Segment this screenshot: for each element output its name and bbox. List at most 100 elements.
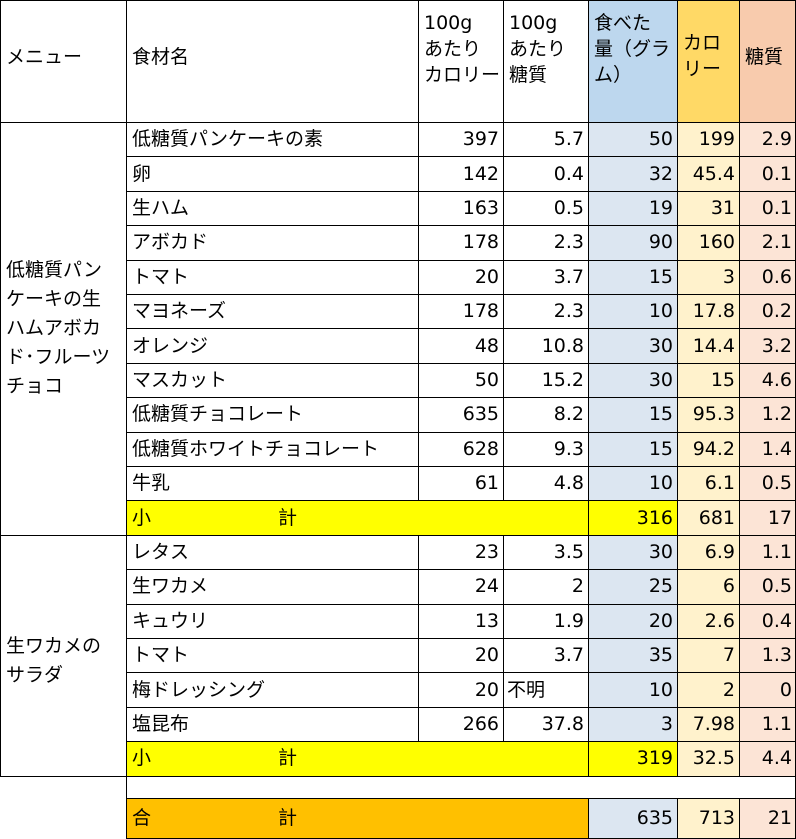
ingredient-name: アボカド (132, 231, 209, 254)
carb-per-100g: 9.3 (553, 437, 584, 460)
ingredient-name: 生ハム (132, 197, 190, 219)
grid-line (739, 535, 740, 777)
grid-line (126, 225, 796, 226)
ingredient-name: 低糖質ホワイトチョコレート (132, 437, 380, 460)
grid-line (126, 191, 796, 192)
subtotal-calorie-bg (677, 500, 739, 535)
ingredient-name: マスカット (132, 369, 228, 391)
cal-per-100g: 24 (474, 575, 499, 598)
ingredient-name: 塩昆布 (132, 713, 190, 735)
cal-per-100g: 20 (474, 644, 499, 667)
carb-value: 0.1 (761, 162, 792, 185)
grid-line (677, 535, 678, 777)
ingredient-name: 生ワカメ (132, 575, 209, 598)
subtotal-amount: 319 (636, 747, 673, 770)
amount-grams: 15 (648, 403, 673, 426)
calorie-value: 14.4 (692, 334, 735, 357)
carb-value: 0.1 (761, 197, 792, 219)
cal-per-100g: 50 (474, 369, 499, 391)
carb-per-100g: 3.7 (553, 644, 584, 667)
amount-grams: 3 (660, 713, 673, 735)
amount-grams: 25 (648, 575, 673, 598)
grid-line (739, 798, 740, 839)
ingredient-name: マヨネーズ (132, 300, 227, 323)
ingredient-name: 梅ドレッシング (132, 678, 266, 701)
grid-line (0, 776, 796, 777)
cal-per-100g: 266 (462, 713, 499, 735)
grid-line (126, 672, 796, 673)
carb-header-bg (739, 0, 796, 122)
grid-line (126, 798, 796, 799)
cal-per-100g: 142 (462, 162, 499, 185)
carb-per-100g: 2 (571, 575, 584, 598)
amount-grams: 30 (648, 369, 673, 391)
grid-line (739, 0, 740, 123)
grid-line (677, 122, 678, 536)
carb-per-100g: 37.8 (541, 713, 584, 735)
amount-grams: 30 (648, 541, 673, 563)
amount-grams: 10 (648, 678, 673, 701)
carb-value: 4.6 (761, 369, 792, 391)
cal-per-100g: 178 (462, 300, 499, 323)
carb-value: 0.5 (761, 472, 792, 495)
carb-value: 2.1 (761, 231, 792, 254)
calorie-value: 94.2 (692, 437, 735, 460)
header-amount: 食べた 量（グラ ム） (594, 12, 671, 86)
calorie-value: 6.1 (704, 472, 735, 495)
grid-line (126, 432, 796, 433)
grid-line (588, 0, 589, 123)
calorie-value: 15 (710, 369, 735, 391)
total-calorie: 713 (698, 806, 735, 829)
grid-line (588, 122, 589, 501)
amount-col-bg (588, 122, 677, 501)
grid-line (126, 466, 796, 467)
subtotal-calorie-bg (677, 741, 739, 776)
grid-line (126, 741, 796, 742)
calorie-value: 160 (698, 231, 735, 254)
grid-line (126, 604, 796, 605)
grid-line (126, 500, 796, 501)
grid-line (0, 0, 796, 1)
ingredient-name: 卵 (132, 162, 152, 185)
subtotal-carb: 17 (767, 506, 792, 529)
carb-per-100g: 2.3 (553, 300, 584, 323)
cal-per-100g: 397 (462, 128, 499, 151)
ingredient-name: キュウリ (132, 609, 209, 632)
calorie-value: 7 (722, 644, 735, 667)
carb-value: 0.2 (761, 300, 792, 323)
cal-per-100g: 635 (462, 403, 499, 426)
carb-value: 1.1 (761, 713, 792, 735)
carb-value: 0.6 (761, 265, 792, 288)
calorie-value: 45.4 (692, 162, 735, 185)
grid-line (126, 156, 796, 157)
amount-grams: 19 (648, 197, 673, 219)
subtotal-carb-bg (739, 741, 796, 776)
header-ingredient: 食材名 (132, 46, 190, 68)
carb-per-100g: 1.9 (553, 609, 584, 632)
subtotal-carb-bg (739, 500, 796, 535)
header-cal-per-100g: 100g あたり カロリー (424, 12, 501, 86)
carb-value: 1.3 (761, 644, 792, 667)
subtotal-bg (126, 741, 677, 776)
carb-col-bg (739, 122, 796, 501)
grid-line (418, 122, 419, 501)
carb-value: 1.2 (761, 403, 792, 426)
grid-line (503, 0, 504, 123)
cal-per-100g: 48 (474, 334, 499, 357)
calorie-value: 7.98 (692, 713, 735, 735)
calorie-value: 95.3 (692, 403, 735, 426)
calorie-col-bg (677, 122, 739, 501)
grid-line (126, 363, 796, 364)
calorie-value: 6 (722, 575, 735, 598)
amount-grams: 90 (648, 231, 673, 254)
subtotal-label: 計 (278, 747, 298, 770)
subtotal-calorie: 32.5 (692, 747, 735, 770)
amount-grams: 35 (648, 644, 673, 667)
subtotal-amount: 316 (636, 506, 673, 529)
subtotal-calorie: 681 (698, 506, 735, 529)
grid-line (126, 569, 796, 570)
ingredient-name: レタス (132, 541, 190, 563)
carb-value: 2.9 (761, 128, 792, 151)
grid-line (0, 535, 796, 536)
amount-grams: 10 (648, 472, 673, 495)
